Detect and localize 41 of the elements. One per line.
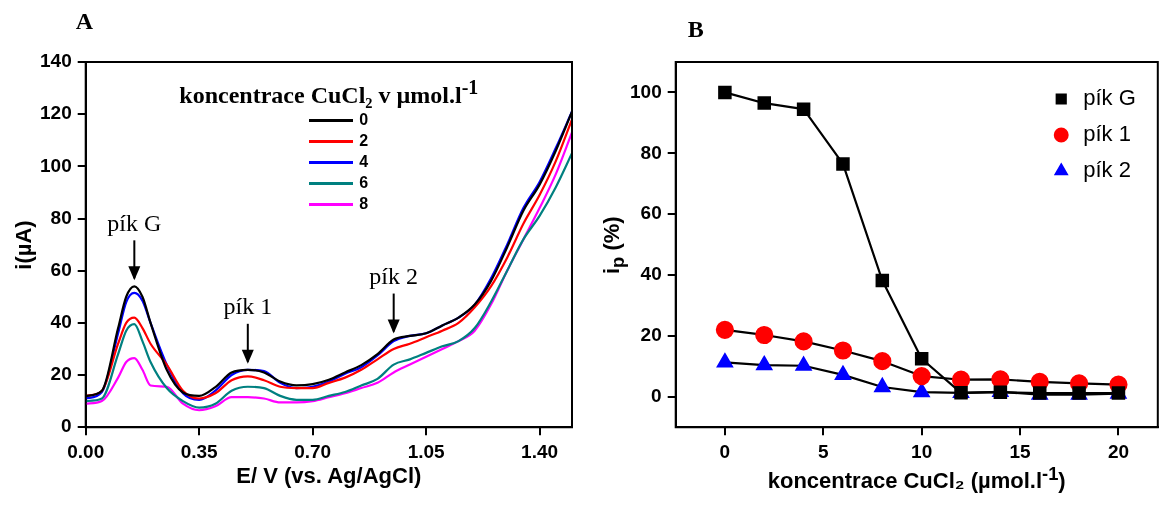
x-tick-label: 15 (1009, 440, 1032, 462)
x-tick-label: 1.40 (521, 440, 559, 462)
y-tick-label: 0 (651, 385, 662, 406)
legend-label: 4 (359, 152, 369, 171)
x-tick-label: 0.70 (294, 440, 332, 462)
annotation: pík G (107, 209, 162, 236)
x-tick-label: 5 (817, 440, 829, 462)
x-axis-title: koncentrace CuCl₂ (µmol.l$^{-1}$) (767, 463, 1066, 495)
y-tick-label: 40 (50, 311, 72, 333)
chart-title: B (687, 16, 704, 43)
legend-label: pík 1 (1083, 121, 1131, 147)
y-tick-label: 60 (50, 258, 72, 280)
y-tick-label: 80 (640, 141, 662, 163)
legend-label: 8 (359, 194, 369, 213)
y-tick-label: 100 (630, 80, 662, 102)
legend-title: koncentrace CuCl₂ v µmol.l$^{-1}$ (179, 76, 479, 109)
y-tick-label: 40 (640, 263, 662, 285)
legend-label: pík 2 (1083, 157, 1131, 183)
x-tick-label: 0.35 (180, 440, 219, 462)
y-tick-label: 100 (40, 154, 72, 176)
y-tick-label: 120 (40, 102, 72, 124)
y-tick-label: 60 (640, 202, 662, 224)
x-axis-title: E/ V (vs. Ag/AgCl) (236, 463, 422, 490)
y-tick-label: 20 (50, 363, 72, 385)
x-tick-label: 20 (1107, 440, 1130, 462)
y-tick-label: 0 (61, 415, 72, 437)
x-tick-label: 0 (719, 440, 731, 462)
chart-title: A (75, 8, 94, 35)
legend-label: pík G (1083, 85, 1136, 111)
legend-label: 0 (359, 110, 369, 129)
y-tick-label: 80 (50, 206, 72, 228)
y-axis-title: i(µA) (10, 219, 37, 270)
legend-label: 6 (359, 173, 369, 192)
y-tick-label: 140 (40, 50, 72, 72)
x-tick-label: 0.00 (67, 440, 105, 462)
x-tick-label: 10 (911, 440, 933, 462)
y-tick-label: 20 (640, 324, 662, 346)
x-tick-label: 1.05 (407, 440, 446, 462)
annotation: pík 2 (369, 262, 419, 289)
annotation: pík 1 (223, 293, 273, 320)
legend-label: 2 (359, 131, 369, 150)
